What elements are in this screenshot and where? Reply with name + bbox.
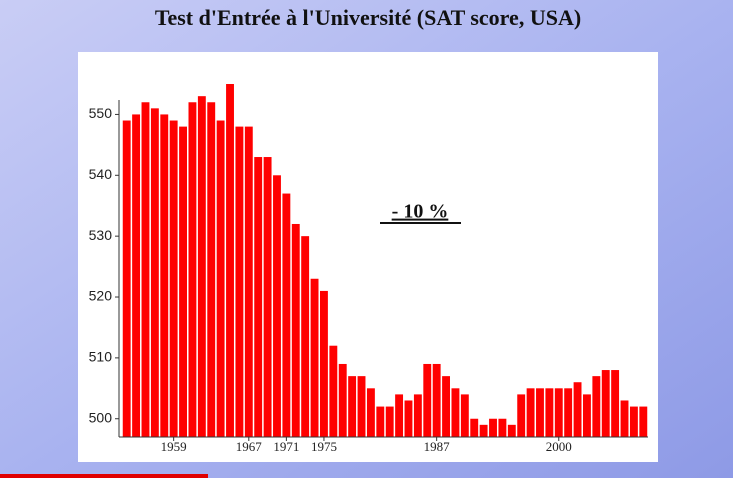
bar [197,96,206,437]
bar [573,382,582,437]
y-tick-label: 510 [89,349,113,365]
bar [376,406,385,437]
bar [244,126,253,437]
bar [592,376,601,437]
bar [132,114,141,438]
bar [385,406,394,437]
bar [498,418,507,437]
bar [188,102,197,438]
bar [639,406,648,437]
y-tick-label: 550 [89,105,113,121]
x-tick-label: 1971 [273,439,299,454]
bar [226,84,234,437]
bar [601,370,610,437]
bar [460,394,469,437]
x-tick-label: 1987 [424,439,451,454]
bar [395,394,404,437]
bar [320,290,328,437]
bar [366,388,375,437]
chart-title: Test d'Entrée à l'Université (SAT score,… [155,5,581,30]
bar [169,120,178,437]
y-tick-label: 500 [89,409,113,425]
x-tick-label: 2000 [546,439,572,454]
bar [160,114,169,438]
bar [338,363,347,437]
bar [207,102,216,438]
bar [526,388,535,437]
annotation: - 10 % [392,201,449,223]
bar [216,120,225,437]
bar [545,388,554,437]
bar [413,394,422,437]
bar [451,388,460,437]
bar [423,363,432,437]
bar [141,102,150,438]
bar [620,400,629,437]
bar [489,418,497,437]
bar [235,126,244,437]
bar [583,394,591,437]
bar [179,126,187,437]
bar [470,418,479,437]
y-tick-label: 540 [89,166,113,182]
y-tick-label: 520 [89,288,113,304]
bar [554,388,563,437]
bar [536,388,544,437]
bar [291,223,300,437]
bar [282,193,291,437]
bar [442,376,450,437]
progress-bar [0,474,208,478]
bar [329,345,338,437]
bar [517,394,526,437]
bar [629,406,638,437]
bar [263,157,272,437]
bar [507,424,516,437]
bar [564,388,573,437]
bar [301,236,310,437]
bar [122,120,131,437]
bar [479,424,488,437]
x-tick-label: 1959 [161,439,187,454]
bar [348,376,357,437]
bar [611,370,620,437]
y-tick-label: 530 [89,227,113,243]
x-tick-label: 1967 [236,439,263,454]
bar [357,376,366,437]
bar [273,175,281,438]
bar [310,278,319,437]
x-tick-label: 1975 [311,439,337,454]
bar [254,157,263,437]
bar [432,363,441,437]
bar [150,108,159,438]
bar [404,400,413,437]
